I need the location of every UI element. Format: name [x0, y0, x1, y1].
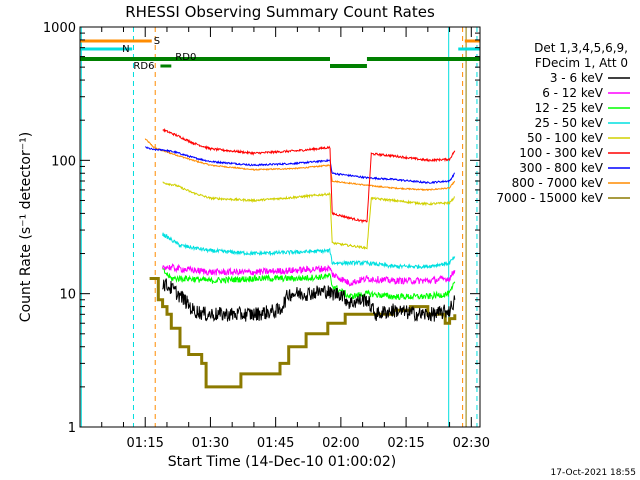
axes: 1 10 100 1000 01:15 01:30 01:45 02:00 02:15 02:30	[43, 21, 490, 451]
x-tick-label: 02:30	[453, 436, 490, 451]
y-tick-label: 100	[51, 154, 76, 169]
x-tick-label: 02:15	[387, 436, 424, 451]
legend-label-5: 100 - 300 keV	[519, 146, 603, 160]
legend-label-8: 7000 - 15000 keV	[496, 191, 603, 205]
series-line-5	[162, 127, 456, 224]
legend-label-2: 12 - 25 keV	[535, 101, 604, 115]
y-tick-label: 1000	[43, 21, 76, 36]
x-tick-label: 01:45	[257, 436, 294, 451]
flag-label-s: S	[154, 36, 160, 47]
series-line-3	[162, 232, 456, 270]
flag-label-rd0: RD0	[175, 52, 196, 63]
series-line-8	[149, 277, 457, 389]
legend-label-6: 300 - 800 keV	[519, 161, 603, 175]
x-axis-label: Start Time (14-Dec-10 01:00:02)	[168, 454, 396, 470]
y-tick-label: 1	[68, 421, 76, 436]
legend-label-0: 3 - 6 keV	[550, 71, 604, 85]
series-line-7	[144, 138, 456, 192]
x-tick-label: 01:30	[192, 436, 229, 451]
y-tick-label: 10	[59, 288, 76, 303]
plot-area: S N RD6 RD0	[80, 27, 480, 427]
legend-label-1: 6 - 12 keV	[542, 86, 604, 100]
series-line-4	[162, 181, 455, 251]
y-axis-label: Count Rate (s⁻¹ detector⁻¹)	[18, 132, 34, 322]
plot-frame	[79, 26, 481, 428]
footer-date: 17-Oct-2021 18:55	[551, 468, 636, 478]
series-line-0	[162, 278, 456, 322]
x-tick-label: 02:00	[322, 436, 359, 451]
legend-label-7: 800 - 7000 keV	[512, 176, 604, 190]
legend-label-3: 25 - 50 keV	[535, 116, 604, 130]
x-tick-label: 01:15	[126, 436, 163, 451]
legend-title-line-1: Det 1,3,4,5,6,9,	[534, 41, 628, 55]
chart-title: RHESSI Observing Summary Count Rates	[125, 3, 435, 21]
series-line-2	[162, 267, 456, 301]
series-line-1	[162, 262, 456, 287]
flag-label-n: N	[122, 44, 129, 55]
legend-title-line-2: FDecim 1, Att 0	[535, 56, 628, 70]
flag-label-rd6: RD6	[133, 61, 154, 72]
series-line-6	[145, 146, 455, 185]
legend-label-4: 50 - 100 keV	[527, 131, 604, 145]
